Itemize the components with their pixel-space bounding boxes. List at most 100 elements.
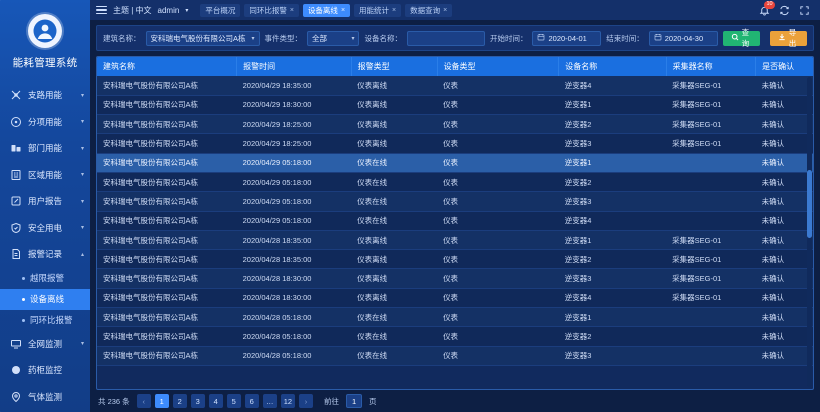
table-cell-7: 未确认 (755, 346, 813, 366)
sidebar-item-safe-electricity[interactable]: 安全用电 ▾ (0, 215, 90, 242)
table-cell-6 (666, 307, 756, 328)
table-cell-3: 仪表在线 (351, 346, 438, 366)
refresh-icon[interactable] (779, 5, 790, 16)
event-type-select[interactable]: 全部 ▾ (307, 30, 360, 46)
sidebar-item-sub-item-energy[interactable]: 分项用能 ▾ (0, 109, 90, 136)
page-button-12[interactable]: 12 (280, 394, 296, 408)
device-name-label: 设备名称： (364, 33, 402, 43)
table-row[interactable]: 安科瑞电气股份有限公司A栋 2020/04/28 05:18:00 仪表在线 仪表 逆变… (97, 326, 813, 347)
goto-label: 前往 (324, 396, 340, 406)
table-row[interactable]: 安科瑞电气股份有限公司A栋 2020/04/28 05:18:00 仪表在线 仪表 逆变… (97, 346, 813, 366)
tab-label: 用能统计 (359, 5, 390, 15)
table-cell-3: 仪表离线 (351, 114, 438, 135)
sidebar-item-region[interactable]: 区域用能 ▾ (0, 162, 90, 189)
table-cell-4: 仪表 (437, 288, 559, 309)
building-select[interactable]: 安科瑞电气股份有限公司A栋 ▾ (145, 30, 260, 46)
sidebar-subitem-over-limit-alarm[interactable]: 越限报警 (0, 268, 90, 289)
table-cell-5: 逆变器3 (558, 268, 667, 289)
end-date-picker[interactable]: 2020-04-30 (648, 30, 718, 46)
sidebar-item-alarm-record[interactable]: 报警记录 ▴ (0, 241, 90, 268)
start-date-picker[interactable]: 2020-04-01 (532, 30, 602, 46)
table-cell-6 (666, 211, 756, 231)
table-row[interactable]: 安科瑞电气股份有限公司A栋 2020/04/28 18:30:00 仪表离线 仪表 逆变… (97, 268, 813, 289)
col-device-name[interactable]: 设备名称 (558, 57, 667, 76)
tab-energy-statistics[interactable]: 用能统计 × (354, 3, 402, 17)
table-row[interactable]: 安科瑞电气股份有限公司A栋 2020/04/29 05:18:00 仪表在线 仪表 逆变… (97, 211, 813, 231)
table-row[interactable]: 安科瑞电气股份有限公司A栋 2020/04/29 05:18:00 仪表在线 仪表 逆变… (97, 153, 813, 173)
scrollbar-thumb[interactable] (807, 170, 812, 239)
sidebar-item-user-report[interactable]: 用户报告 ▾ (0, 188, 90, 215)
chevron-down-icon[interactable]: ▾ (185, 7, 189, 14)
hamburger-icon[interactable] (96, 5, 107, 15)
chevron-down-icon: ▾ (251, 35, 255, 42)
close-icon[interactable]: × (340, 6, 346, 14)
page-ellipsis[interactable]: … (262, 394, 277, 408)
table-cell-7: 未确认 (755, 76, 813, 96)
event-type-label: 事件类型： (264, 33, 303, 43)
device-name-input[interactable] (406, 30, 485, 46)
table-row[interactable]: 安科瑞电气股份有限公司A栋 2020/04/28 18:35:00 仪表离线 仪表 逆变… (97, 249, 813, 270)
close-icon[interactable]: × (443, 6, 448, 14)
search-button[interactable]: 查询 (722, 28, 760, 48)
table-cell-1: 安科瑞电气股份有限公司A栋 (97, 95, 237, 116)
sidebar-subitem-yoy-alarm[interactable]: 同环比报警 (0, 310, 90, 331)
page-button-4[interactable]: 4 (208, 394, 223, 408)
col-confirmed[interactable]: 是否确认 (755, 57, 813, 76)
sidebar-item-cabinet-monitor[interactable]: 药柜监控 (0, 357, 90, 384)
page-button-5[interactable]: 5 (226, 394, 241, 408)
table-cell-6 (666, 153, 756, 173)
fullscreen-icon[interactable] (799, 5, 810, 16)
table-row[interactable]: 安科瑞电气股份有限公司A栋 2020/04/28 05:18:00 仪表在线 仪表 逆变… (97, 307, 813, 328)
page-button-3[interactable]: 3 (190, 394, 205, 408)
col-collector-name[interactable]: 采集器名称 (666, 57, 757, 76)
table-row[interactable]: 安科瑞电气股份有限公司A栋 2020/04/29 18:25:00 仪表离线 仪表 逆变… (97, 133, 813, 154)
tab-platform-overview[interactable]: 平台概况 (200, 3, 241, 17)
goto-page-input[interactable] (346, 394, 363, 408)
bell-icon[interactable]: 10 (759, 0, 776, 16)
tab-yoy-alarm[interactable]: 同环比报警 × (244, 3, 299, 17)
col-building-name[interactable]: 建筑名称 (97, 57, 238, 76)
sidebar-subitem-device-offline[interactable]: 设备离线 (0, 288, 90, 310)
table-row[interactable]: 安科瑞电气股份有限公司A栋 2020/04/29 18:30:00 仪表离线 仪表 逆变… (97, 95, 813, 116)
table-cell-3: 仪表离线 (351, 133, 438, 154)
table-row[interactable]: 安科瑞电气股份有限公司A栋 2020/04/29 18:35:00 仪表离线 仪表 逆变… (97, 76, 813, 96)
page-button-6[interactable]: 6 (244, 394, 259, 408)
sidebar-item-branch-energy[interactable]: 支路用能 ▾ (0, 82, 90, 109)
col-alarm-time[interactable]: 报警时间 (236, 57, 352, 76)
table-cell-4: 仪表 (437, 211, 559, 231)
table-cell-3: 仪表在线 (351, 153, 438, 173)
building-select-value: 安科瑞电气股份有限公司A栋 (150, 33, 246, 43)
table-row[interactable]: 安科瑞电气股份有限公司A栋 2020/04/29 05:18:00 仪表在线 仪表 逆变… (97, 191, 813, 212)
sidebar-item-label: 部门用能 (28, 143, 63, 154)
export-button[interactable]: 导出 (769, 28, 807, 48)
table-row[interactable]: 安科瑞电气股份有限公司A栋 2020/04/29 05:18:00 仪表在线 仪表 逆变… (97, 172, 813, 193)
user-avatar-icon (28, 14, 62, 48)
col-device-type[interactable]: 设备类型 (437, 57, 560, 76)
theme-language-switch[interactable]: 主题 | 中文 (113, 5, 152, 15)
table-cell-6: 采集器SEG-01 (666, 114, 756, 135)
page-button-1[interactable]: 1 (154, 394, 169, 408)
sidebar-item-network-monitor[interactable]: 全网监测 ▾ (0, 331, 90, 358)
table-scrollbar[interactable] (807, 77, 812, 387)
table-row[interactable]: 安科瑞电气股份有限公司A栋 2020/04/29 18:25:00 仪表离线 仪表 逆变… (97, 114, 813, 135)
prev-page-button[interactable]: ‹ (136, 394, 151, 408)
sidebar: 能耗管理系统 支路用能 ▾ 分项用能 ▾ (0, 0, 90, 412)
sidebar-item-gas-monitor[interactable]: 气体监测 (0, 384, 90, 411)
page-button-2[interactable]: 2 (172, 394, 187, 408)
close-icon[interactable]: × (289, 6, 294, 14)
tab-device-offline[interactable]: 设备离线 × (302, 3, 351, 17)
close-icon[interactable]: × (392, 6, 397, 14)
alarm-table: 建筑名称 报警时间 报警类型 设备类型 设备名称 采集器名称 是否确认 安科瑞电… (97, 57, 813, 366)
user-menu-label[interactable]: admin (157, 5, 180, 15)
table-cell-2: 2020/04/28 18:35:00 (236, 249, 352, 270)
tab-data-query[interactable]: 数据查询 × (405, 3, 453, 17)
next-page-button[interactable]: › (299, 394, 314, 408)
table-cell-3: 仪表离线 (351, 249, 438, 270)
calendar-icon (537, 33, 545, 43)
table-row[interactable]: 安科瑞电气股份有限公司A栋 2020/04/28 18:35:00 仪表离线 仪表 逆变… (97, 230, 813, 251)
table-row[interactable]: 安科瑞电气股份有限公司A栋 2020/04/28 18:30:00 仪表离线 仪表 逆变… (97, 288, 813, 309)
col-alarm-type[interactable]: 报警类型 (351, 57, 438, 76)
sidebar-item-department[interactable]: 部门用能 ▾ (0, 135, 90, 162)
table-cell-3: 仪表在线 (351, 326, 438, 347)
table-cell-4: 仪表 (437, 346, 559, 366)
